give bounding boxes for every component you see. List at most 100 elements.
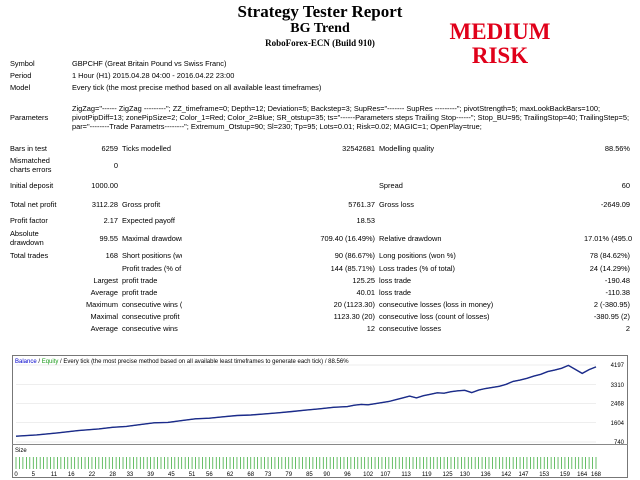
max-consec-losses-label: consecutive losses (loss in money) xyxy=(379,299,494,309)
maximal-consec-profit-label: consecutive profit (count of wins) xyxy=(122,311,182,321)
legend-balance: Balance xyxy=(15,359,37,365)
avg-consec-losses-value: 2 xyxy=(625,323,630,333)
x-tick-label: 73 xyxy=(265,472,272,478)
x-tick-label: 28 xyxy=(109,472,116,478)
legend-separator: / xyxy=(37,359,42,365)
row-average: Average profit trade 40.01 loss trade -1… xyxy=(8,286,632,298)
maximal-consec-loss-label: consecutive loss (count of losses) xyxy=(379,311,490,321)
chart-legend: Balance / Equity / Every tick (the most … xyxy=(15,359,349,365)
spread-label: Spread xyxy=(379,180,403,190)
row-symbol: Symbol GBPCHF (Great Britain Pound vs Sw… xyxy=(8,57,632,69)
risk-line-1: MEDIUM xyxy=(449,19,551,44)
strategy-name: BG Trend xyxy=(290,21,350,36)
size-label: Size xyxy=(15,448,27,454)
y-tick-label: 3310 xyxy=(611,383,625,389)
x-tick-label: 102 xyxy=(363,472,374,478)
max-consec-losses-value: 2 (-380.95) xyxy=(593,299,630,309)
deposit-label: Initial deposit xyxy=(10,180,54,190)
bars-label: Bars in test xyxy=(10,143,47,153)
row-net-profit: Total net profit 3112.28 Gross profit 57… xyxy=(8,194,632,214)
period-value: 1 Hour (H1) 2015.04.28 04:00 - 2016.04.2… xyxy=(72,70,235,80)
row-average-consec: Average consecutive wins 12 consecutive … xyxy=(8,322,632,334)
x-tick-label: 147 xyxy=(518,472,529,478)
bars-value: 6259 xyxy=(101,143,118,153)
x-tick-label: 0 xyxy=(14,472,18,478)
long-positions-value: 78 (84.62%) xyxy=(589,251,630,260)
y-axis-labels: 4197 3310 2468 1604 740 xyxy=(611,363,625,446)
report-table: Symbol GBPCHF (Great Britain Pound vs Sw… xyxy=(8,57,632,334)
chart-grid xyxy=(16,364,596,443)
largest-label: Largest xyxy=(93,275,118,285)
maximum-label: Maximum xyxy=(85,299,118,309)
y-tick-label: 740 xyxy=(614,440,625,446)
maximal-consec-profit-value: 1123.30 (20) xyxy=(333,311,375,321)
profit-factor-value: 2.17 xyxy=(103,216,118,225)
largest-profit-label: profit trade xyxy=(122,275,158,285)
avg-consec-label: Average xyxy=(90,323,118,333)
x-tick-label: 125 xyxy=(443,472,454,478)
symbol-label: Symbol xyxy=(10,58,35,68)
x-tick-label: 11 xyxy=(51,472,58,478)
average-label: Average xyxy=(90,287,118,297)
x-tick-label: 96 xyxy=(344,472,351,478)
net-profit-label: Total net profit xyxy=(10,199,57,209)
absolute-drawdown-value: 99.55 xyxy=(99,233,119,243)
row-bars: Bars in test 6259 Ticks modelled 3254268… xyxy=(8,142,632,154)
x-tick-label: 159 xyxy=(560,472,571,478)
quality-value: 88.56% xyxy=(604,143,630,153)
risk-badge: MEDIUM RISK xyxy=(440,20,560,68)
avg-consec-wins-label: consecutive wins xyxy=(122,323,178,333)
spread-value: 60 xyxy=(621,180,630,190)
maximal-consec-loss-value: -380.95 (2) xyxy=(593,311,630,321)
report-header: Strategy Tester Report BG Trend RoboFore… xyxy=(0,0,640,68)
balance-chart: 4197 3310 2468 1604 740 Balance / Equity / E… xyxy=(12,355,628,478)
size-bars xyxy=(15,457,597,469)
row-period: Period 1 Hour (H1) 2015.04.28 04:00 - 20… xyxy=(8,69,632,81)
x-tick-label: 153 xyxy=(539,472,550,478)
loss-trades-label: Loss trades (% of total) xyxy=(379,263,455,273)
profit-factor-label: Profit factor xyxy=(10,216,48,225)
balance-line xyxy=(15,364,597,437)
x-tick-label: 142 xyxy=(501,472,512,478)
ticks-label: Ticks modelled xyxy=(122,143,172,153)
largest-loss-label: loss trade xyxy=(379,275,412,285)
average-profit-label: profit trade xyxy=(122,287,158,297)
expected-payoff-value: 18.53 xyxy=(356,216,376,225)
total-trades-label: Total trades xyxy=(10,251,49,260)
max-consec-wins-value: 20 (1123.30) xyxy=(333,299,375,309)
x-tick-label: 5 xyxy=(32,472,36,478)
mismatch-label: Mismatched charts errors xyxy=(10,156,52,174)
model-value: Every tick (the most precise method base… xyxy=(72,82,322,92)
report-title: Strategy Tester Report xyxy=(237,2,403,21)
deposit-value: 1000.00 xyxy=(91,180,118,190)
parameters-value: ZigZag="------ ZigZag ---------"; ZZ_tim… xyxy=(72,104,630,131)
long-positions-label: Long positions (won %) xyxy=(379,251,456,260)
x-tick-label: 62 xyxy=(227,472,234,478)
gross-profit-value: 5761.37 xyxy=(348,199,375,209)
average-loss-value: -110.38 xyxy=(605,287,630,297)
x-tick-label: 68 xyxy=(247,472,254,478)
expected-payoff-label: Expected payoff xyxy=(122,216,175,225)
profit-trades-label: Profit trades (% of total) xyxy=(122,263,182,273)
average-profit-value: 40.01 xyxy=(356,287,376,297)
x-tick-label: 168 xyxy=(591,472,602,478)
risk-line-2: RISK xyxy=(471,43,529,68)
x-tick-label: 107 xyxy=(380,472,391,478)
ticks-value: 32542681 xyxy=(342,143,375,153)
mismatch-value: 0 xyxy=(113,160,118,170)
short-positions-label: Short positions (won %) xyxy=(122,251,182,260)
max-consec-wins-label: consecutive wins (profit in money) xyxy=(122,299,182,309)
gross-profit-label: Gross profit xyxy=(122,199,161,209)
x-tick-label: 51 xyxy=(189,472,196,478)
row-drawdown: Absolute drawdown 99.55 Maximal drawdown… xyxy=(8,227,632,249)
symbol-value: GBPCHF (Great Britain Pound vs Swiss Fra… xyxy=(72,58,227,68)
maximal-label: Maximal xyxy=(90,311,118,321)
row-largest: Largest profit trade 125.25 loss trade -… xyxy=(8,274,632,286)
x-axis-labels: 0 5 11 16 22 28 33 39 45 51 56 62 68 73 79 85 90 96 102 107… xyxy=(14,472,601,478)
row-profit-trades: Profit trades (% of total) 144 (85.71%) … xyxy=(8,262,632,274)
gross-loss-value: -2649.09 xyxy=(600,199,630,209)
profit-trades-value: 144 (85.71%) xyxy=(330,263,375,273)
short-positions-value: 90 (86.67%) xyxy=(334,251,375,260)
x-tick-label: 33 xyxy=(127,472,134,478)
relative-drawdown-value: 17.01% (495.08) xyxy=(584,233,632,243)
